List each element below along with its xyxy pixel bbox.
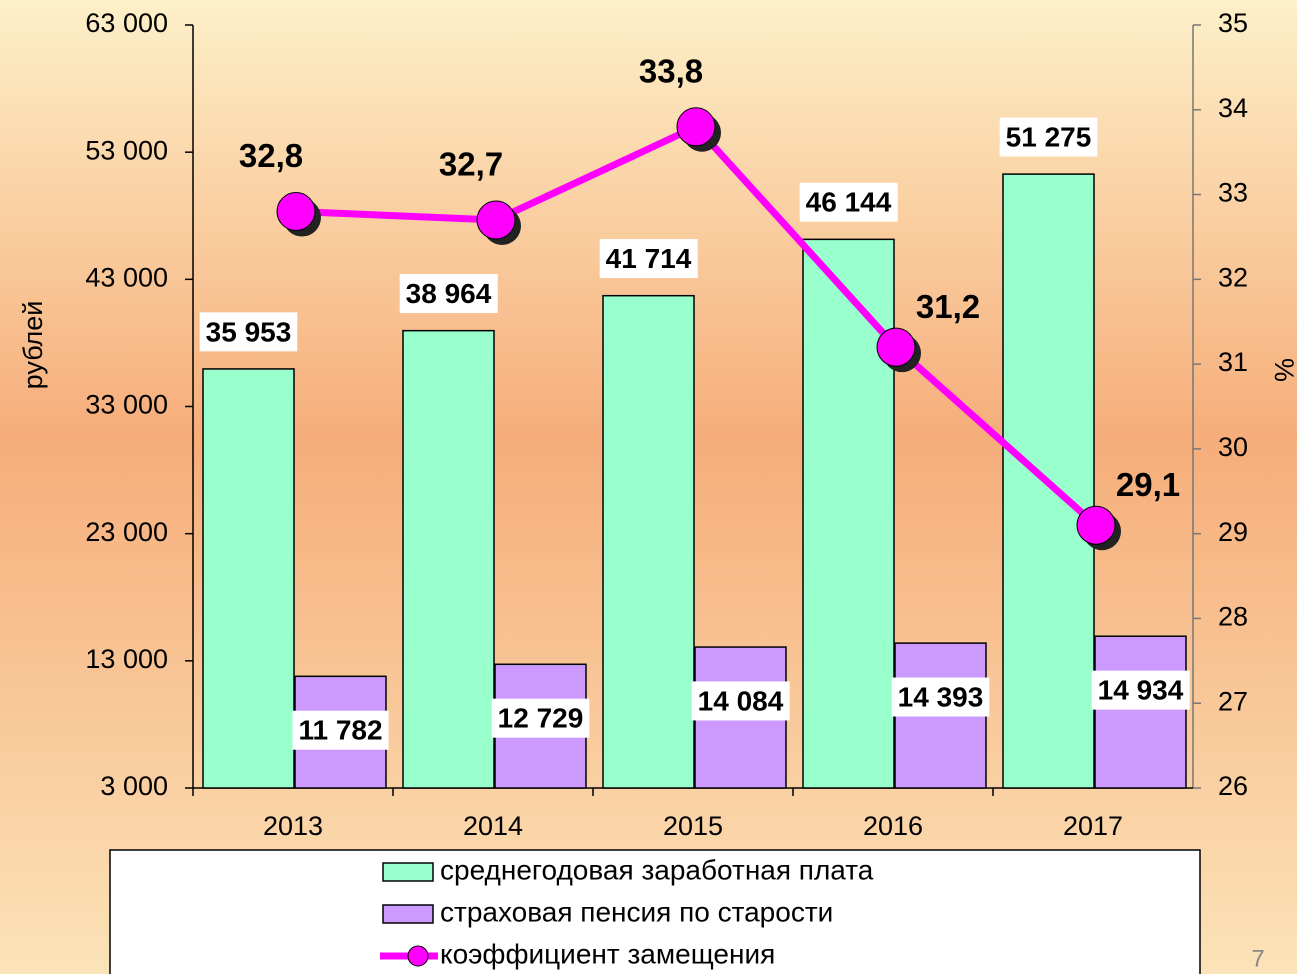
data-label-box [891, 677, 990, 717]
y-tick-label: 63 000 [85, 8, 168, 38]
line-label: 31,2 [916, 288, 980, 325]
marker [476, 200, 516, 240]
y2-tick-label: 34 [1218, 93, 1248, 123]
line-label: 33,8 [639, 52, 703, 89]
line-label: 32,8 [239, 137, 303, 174]
marker [276, 192, 316, 232]
data-label-box [599, 239, 698, 279]
y2-tick-label: 32 [1218, 262, 1248, 292]
data-label: 12 729 [498, 703, 584, 734]
data-label-box [691, 681, 790, 721]
y2-tick-label: 26 [1218, 771, 1248, 801]
data-label: 51 275 [1006, 121, 1092, 152]
legend-swatch [382, 904, 434, 924]
y-tick-label: 33 000 [85, 390, 168, 420]
bar [1094, 635, 1187, 789]
legend-label: страховая пенсия по старости [440, 896, 833, 927]
legend-label: среднегодовая заработная плата [440, 854, 874, 885]
y2-tick-label: 35 [1218, 8, 1248, 38]
data-label: 38 964 [406, 278, 492, 309]
y2-tick-label: 31 [1218, 347, 1248, 377]
data-label: 11 782 [298, 715, 382, 746]
y2-tick-label: 33 [1218, 178, 1248, 208]
x-tick-label: 2017 [1063, 811, 1123, 841]
legend [109, 849, 1201, 979]
y-tick-label: 23 000 [85, 517, 168, 547]
data-label-box [292, 710, 389, 750]
marker [1076, 505, 1116, 545]
data-label-box [1091, 670, 1190, 710]
y2-tick-label: 27 [1218, 686, 1248, 716]
y-tick-label: 13 000 [85, 644, 168, 674]
bar [402, 329, 495, 789]
y2-axis-title: % [1269, 358, 1297, 382]
data-label-box [999, 117, 1098, 157]
y-tick-label: 3 000 [100, 771, 168, 801]
page-number: 7 [1251, 945, 1264, 972]
data-label: 14 934 [1098, 675, 1184, 706]
line-label: 32,7 [439, 146, 503, 183]
marker [876, 327, 916, 367]
bar [802, 238, 895, 789]
data-label: 46 144 [806, 187, 892, 218]
legend-swatch [382, 862, 434, 882]
line-label: 29,1 [1116, 466, 1180, 503]
x-tick-label: 2013 [263, 811, 323, 841]
y2-tick-label: 30 [1218, 432, 1248, 462]
legend-marker [407, 945, 429, 967]
data-label-box [491, 698, 590, 738]
x-tick-label: 2014 [463, 811, 523, 841]
data-label-box [199, 312, 298, 352]
y2-tick-label: 29 [1218, 517, 1248, 547]
bar [602, 294, 695, 789]
x-tick-label: 2015 [663, 811, 723, 841]
data-label-box [799, 182, 898, 222]
bar [202, 368, 295, 789]
y-axis-title: рублей [18, 301, 48, 390]
data-label: 41 714 [606, 243, 692, 274]
legend-label: коэффициент замещения [440, 938, 775, 969]
data-label: 14 393 [898, 682, 984, 713]
x-tick-label: 2016 [863, 811, 923, 841]
y-tick-label: 53 000 [85, 135, 168, 165]
data-label: 14 084 [698, 685, 784, 716]
y2-tick-label: 28 [1218, 602, 1248, 632]
marker [676, 107, 716, 147]
data-label-box [399, 274, 498, 314]
data-label: 35 953 [206, 316, 292, 347]
y-tick-label: 43 000 [85, 262, 168, 292]
